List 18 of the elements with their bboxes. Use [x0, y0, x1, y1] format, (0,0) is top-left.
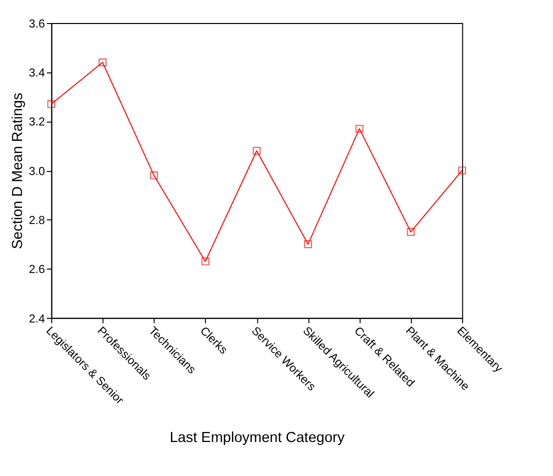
y-tick-label: 3.6	[28, 17, 45, 30]
x-axis-title: Last Employment Category	[170, 430, 346, 446]
point	[201, 258, 210, 266]
point	[252, 146, 261, 155]
point	[98, 58, 106, 66]
y-axis-title: Section D Mean Ratings	[10, 92, 26, 250]
y-tick-label: 3.4	[28, 66, 46, 80]
y-tick-label: 3.0	[28, 164, 45, 178]
point	[150, 172, 158, 180]
point	[458, 166, 466, 174]
point	[47, 100, 56, 108]
point	[356, 124, 364, 133]
y-tick-label: 2.8	[28, 214, 45, 227]
y-tick-label: 2.4	[28, 312, 46, 326]
point	[406, 228, 415, 236]
point	[304, 240, 312, 248]
y-tick-label: 3.2	[28, 116, 45, 129]
y-tick-label: 2.6	[28, 263, 45, 276]
